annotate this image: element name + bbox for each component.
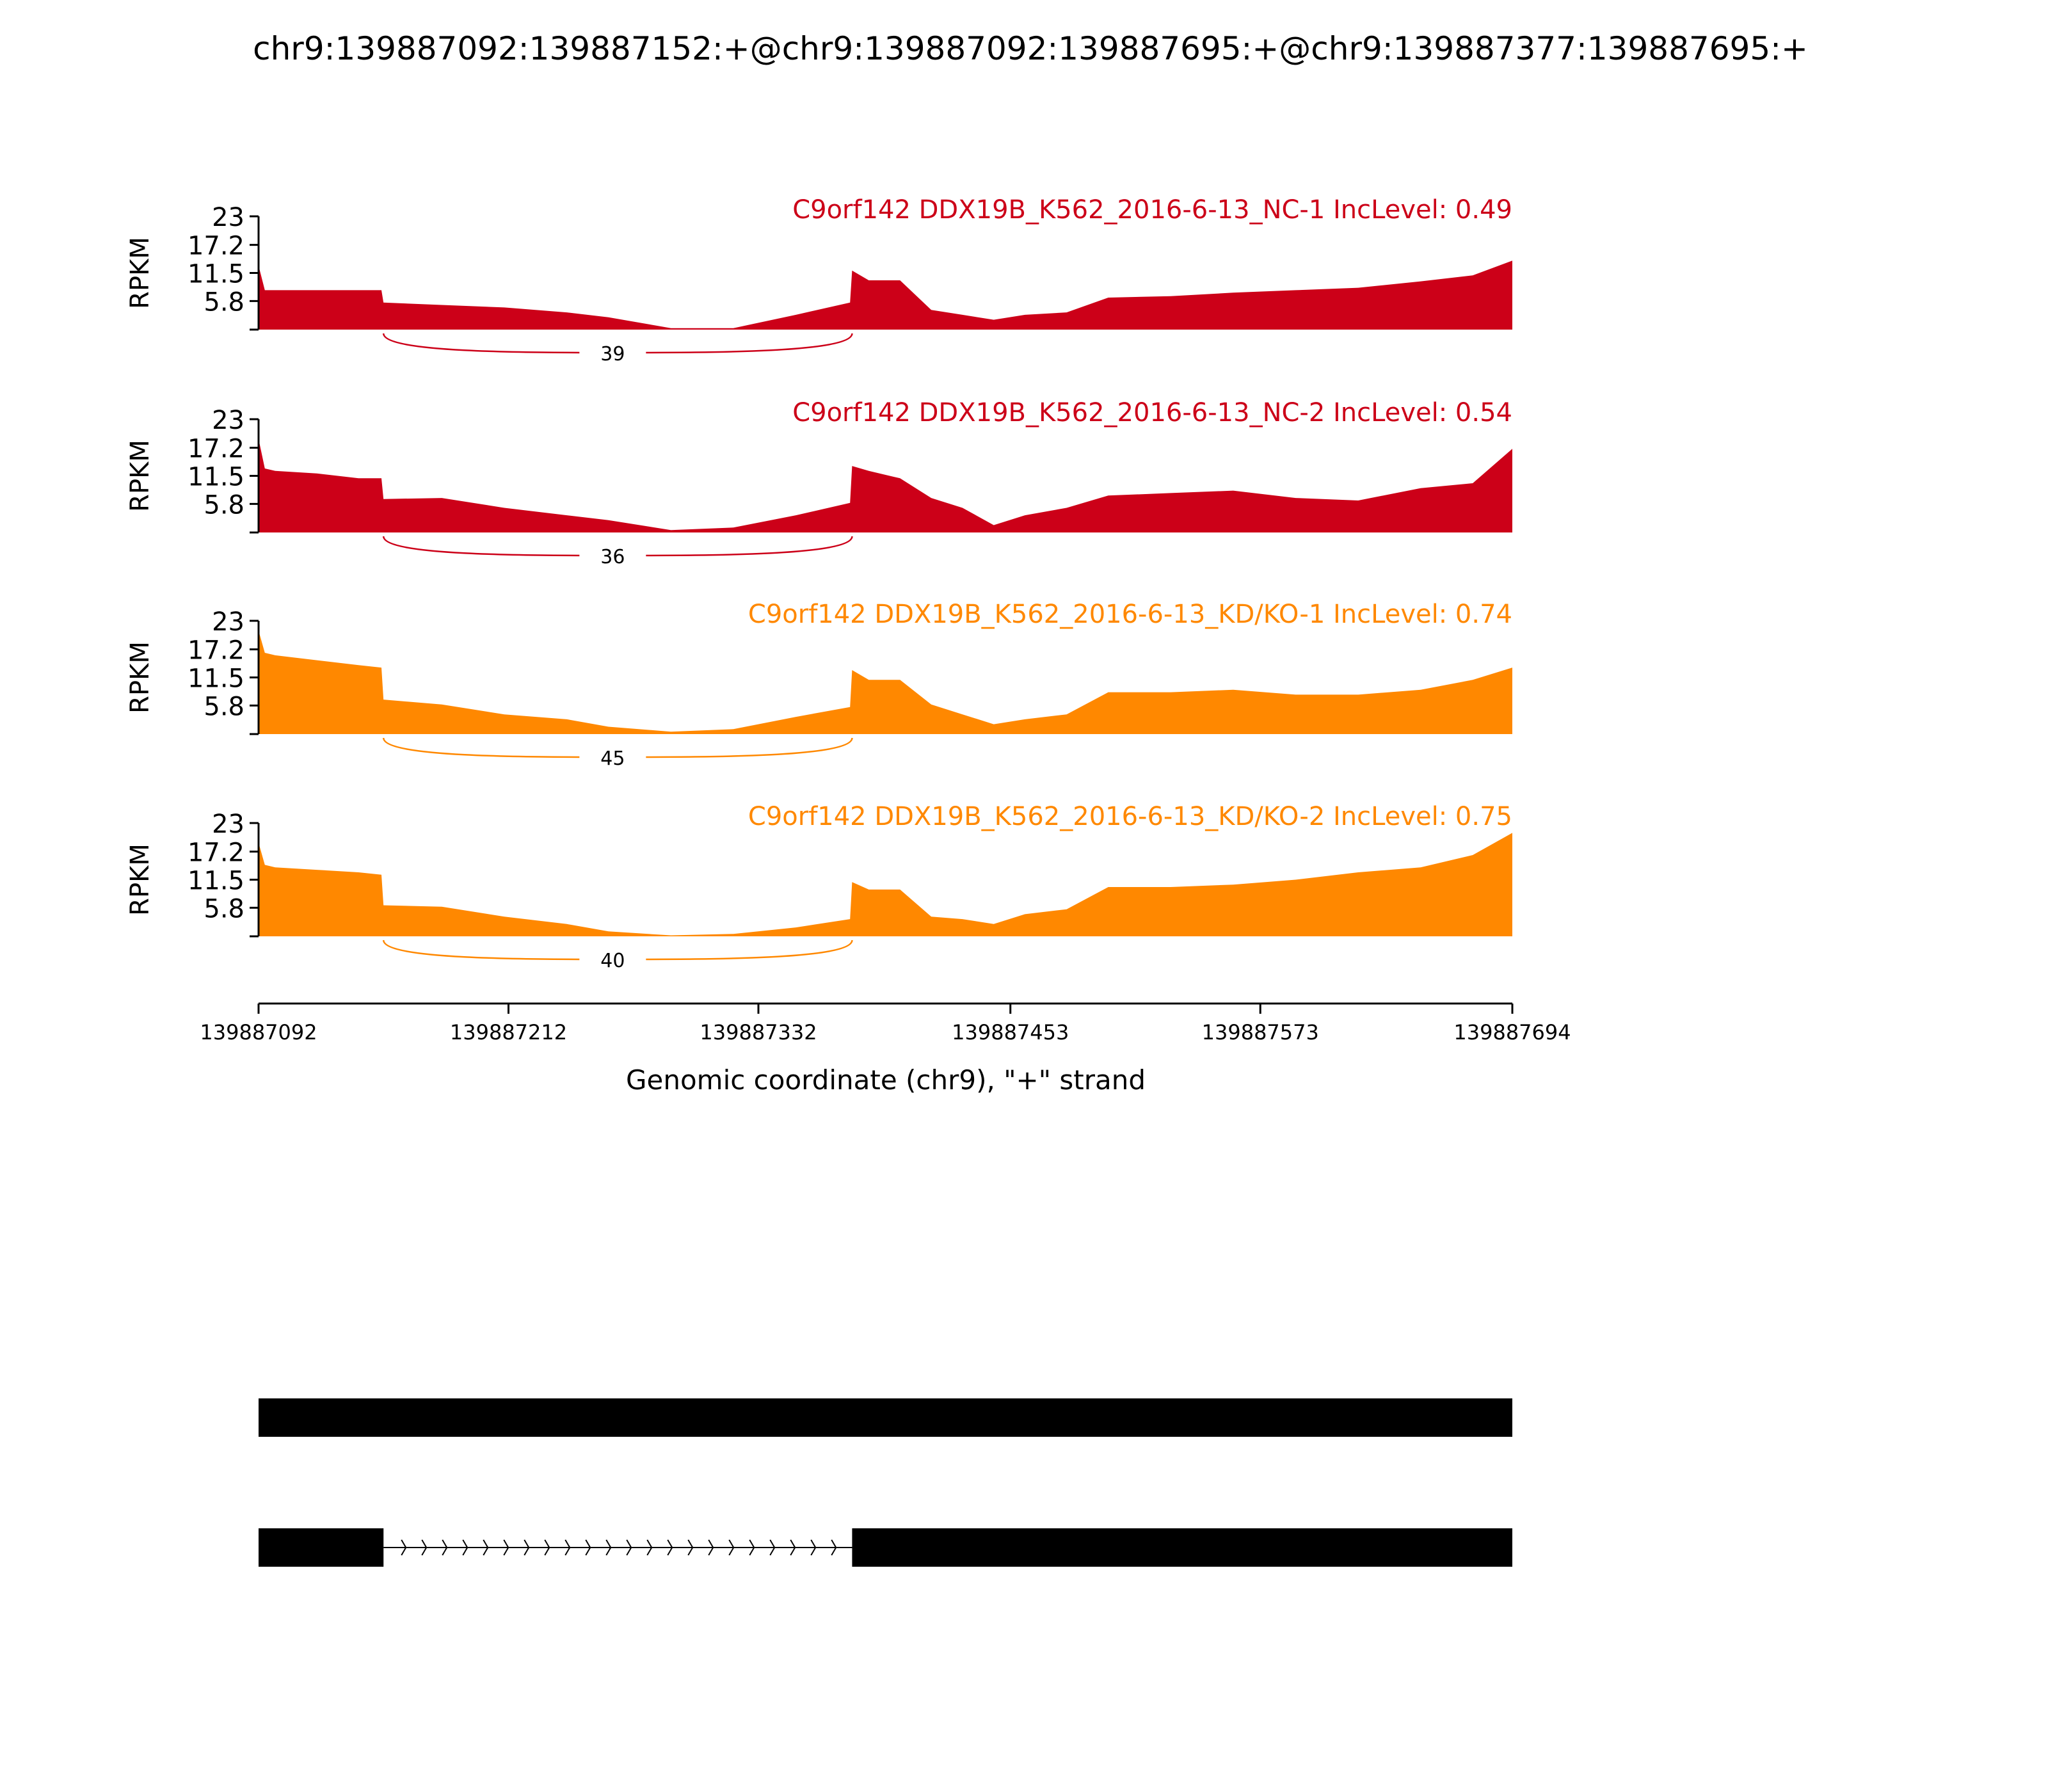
strand-arrow <box>810 1539 817 1556</box>
strand-arrow <box>483 1539 489 1556</box>
x-tick-label: 139887694 <box>1453 1020 1571 1044</box>
strand-arrow <box>442 1539 448 1556</box>
junction-label-bg <box>579 949 646 970</box>
strand-arrow <box>790 1539 796 1556</box>
coverage-area <box>259 438 1512 532</box>
y-tick-label: 17.2 <box>188 232 244 261</box>
x-axis: 139887092 139887212 139887332 139887453 1398… <box>200 1002 1571 1044</box>
strand-arrow <box>503 1539 509 1556</box>
x-tick-label: 139887453 <box>952 1020 1069 1044</box>
strand-arrow <box>462 1539 468 1556</box>
y-tick-label: 23 <box>212 810 244 839</box>
strand-arrow <box>646 1539 653 1556</box>
strand-arrow <box>524 1539 530 1556</box>
junction-count: 36 <box>600 546 625 568</box>
isoform-1 <box>259 1398 1512 1437</box>
strand-arrow <box>769 1539 776 1556</box>
strand-arrow <box>831 1539 837 1556</box>
strand-arrow <box>667 1539 673 1556</box>
y-tick-label: 11.5 <box>188 260 244 289</box>
exon-block <box>259 1398 1512 1437</box>
junction-label-bg <box>579 342 646 363</box>
strand-arrow <box>564 1539 571 1556</box>
y-tick-label: 11.5 <box>188 867 244 896</box>
strand-arrow <box>401 1539 407 1556</box>
junction-count: 45 <box>600 748 625 770</box>
junction-count: 39 <box>600 343 625 365</box>
strand-arrow <box>605 1539 612 1556</box>
y-tick-label: 17.2 <box>188 435 244 464</box>
x-tick-label: 139887573 <box>1202 1020 1319 1044</box>
y-tick-label: 5.8 <box>204 692 244 721</box>
coverage-area <box>259 833 1512 936</box>
junction-label-bg <box>579 545 646 566</box>
junction-label-bg <box>579 747 646 767</box>
coverage-area <box>259 260 1512 330</box>
strand-arrow <box>749 1539 755 1556</box>
isoform-2 <box>259 1528 1512 1567</box>
strand-arrow <box>421 1539 428 1556</box>
y-tick-label: 11.5 <box>188 463 244 492</box>
y-tick-label: 5.8 <box>204 287 244 317</box>
coverage-area <box>259 630 1512 734</box>
x-tick-label: 139887212 <box>450 1020 567 1044</box>
strand-arrow <box>585 1539 591 1556</box>
y-tick-label: 5.8 <box>204 894 244 924</box>
y-tick-label: 5.8 <box>204 490 244 520</box>
sample-label: C9orf142 DDX19B_K562_2016-6-13_NC-2 IncL… <box>792 398 1512 428</box>
strand-arrow <box>544 1539 550 1556</box>
y-tick-label: 23 <box>212 607 244 637</box>
sample-label: C9orf142 DDX19B_K562_2016-6-13_KD/KO-1 I… <box>748 600 1512 629</box>
y-tick-label: 23 <box>212 203 244 232</box>
y-axis-label: RPKM <box>125 237 155 309</box>
strand-arrow <box>708 1539 714 1556</box>
chart-title: chr9:139887092:139887152:+@chr9:13988709… <box>253 30 1808 67</box>
sample-label: C9orf142 DDX19B_K562_2016-6-13_NC-1 IncL… <box>792 195 1512 225</box>
x-axis-label: Genomic coordinate (chr9), "+" strand <box>626 1064 1146 1096</box>
y-tick-label: 11.5 <box>188 664 244 694</box>
isoform-track <box>259 1398 1512 1567</box>
sample-label: C9orf142 DDX19B_K562_2016-6-13_KD/KO-2 I… <box>748 802 1512 831</box>
strand-arrow <box>687 1539 694 1556</box>
strand-arrow <box>728 1539 735 1556</box>
y-axis-label: RPKM <box>125 844 155 916</box>
y-tick-label: 23 <box>212 406 244 435</box>
y-tick-label: 17.2 <box>188 838 244 868</box>
y-axis-label: RPKM <box>125 440 155 512</box>
exon-block <box>259 1528 384 1567</box>
y-tick-label: 17.2 <box>188 636 244 666</box>
y-axis-label: RPKM <box>125 641 155 714</box>
junction-count: 40 <box>600 950 625 972</box>
exon-block <box>852 1528 1512 1567</box>
x-tick-label: 139887332 <box>700 1020 817 1044</box>
strand-arrow <box>626 1539 632 1556</box>
x-tick-label: 139887092 <box>200 1020 317 1044</box>
